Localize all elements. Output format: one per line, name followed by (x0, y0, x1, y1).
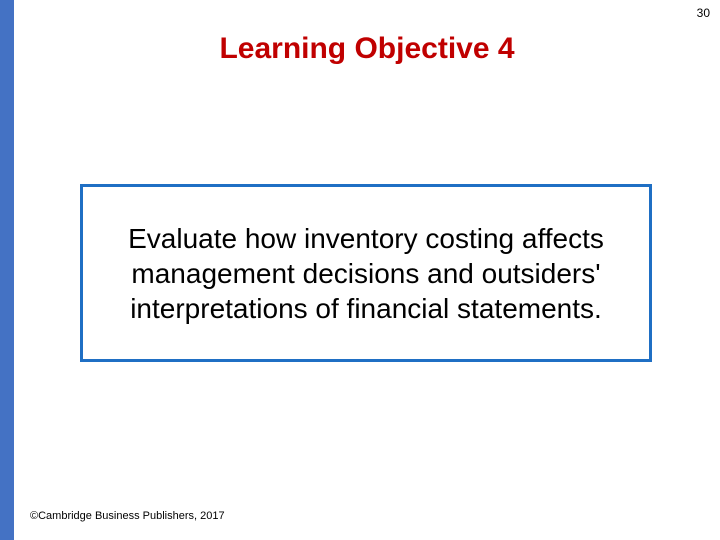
copyright-text: ©Cambridge Business Publishers, 2017 (30, 510, 225, 522)
slide-container: 30 Learning Objective 4 Evaluate how inv… (0, 0, 720, 540)
page-number: 30 (697, 6, 710, 20)
content-box: Evaluate how inventory costing affects m… (80, 184, 652, 362)
content-text: Evaluate how inventory costing affects m… (101, 221, 631, 326)
slide-title: Learning Objective 4 (14, 32, 720, 66)
